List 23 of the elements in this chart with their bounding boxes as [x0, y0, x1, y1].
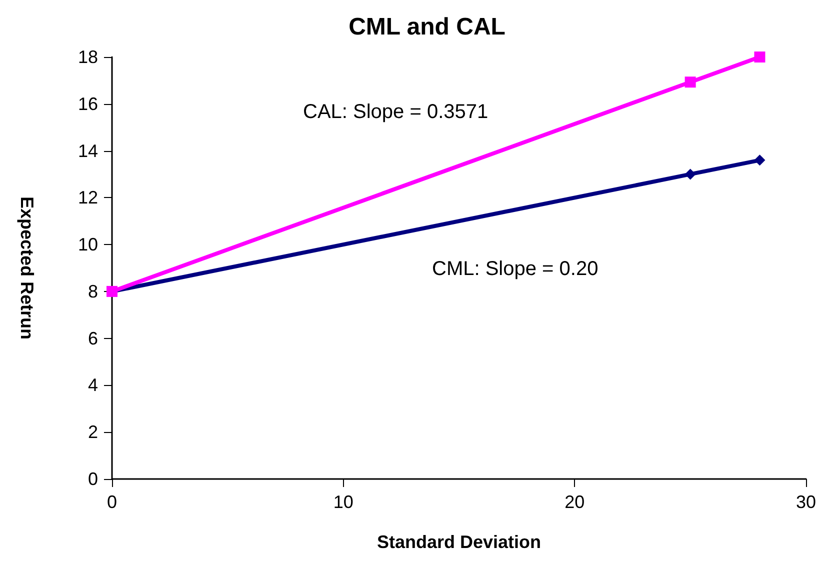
- y-tick-label: 6: [88, 328, 98, 348]
- annotation: CML: Slope = 0.20: [432, 258, 598, 280]
- x-tick-label: 30: [796, 492, 816, 512]
- y-tick-label: 10: [78, 234, 98, 255]
- point: [684, 76, 696, 88]
- y-tick-label: 18: [78, 47, 98, 67]
- y-tick-label: 14: [78, 140, 98, 161]
- point: [684, 168, 696, 180]
- y-tick-label: 0: [88, 469, 98, 489]
- chart-title: CML and CAL: [348, 14, 506, 40]
- x-axis-title: Standard Deviation: [376, 532, 542, 552]
- y-tick-label: 2: [88, 422, 98, 442]
- y-tick-label: 16: [78, 94, 98, 114]
- point: [754, 52, 766, 62]
- y-tick-label: 12: [78, 188, 98, 208]
- x-tick-label: 10: [333, 492, 354, 512]
- annotation: CAL: Slope = 0.3571: [303, 101, 488, 123]
- y-tick-label: 8: [88, 281, 98, 302]
- point: [754, 154, 766, 166]
- y-tick-label: 4: [88, 375, 98, 396]
- x-tick-label: 20: [564, 492, 585, 512]
- y-axis-title: Expected Retrun: [17, 196, 37, 340]
- x-tick-label: 0: [106, 492, 118, 512]
